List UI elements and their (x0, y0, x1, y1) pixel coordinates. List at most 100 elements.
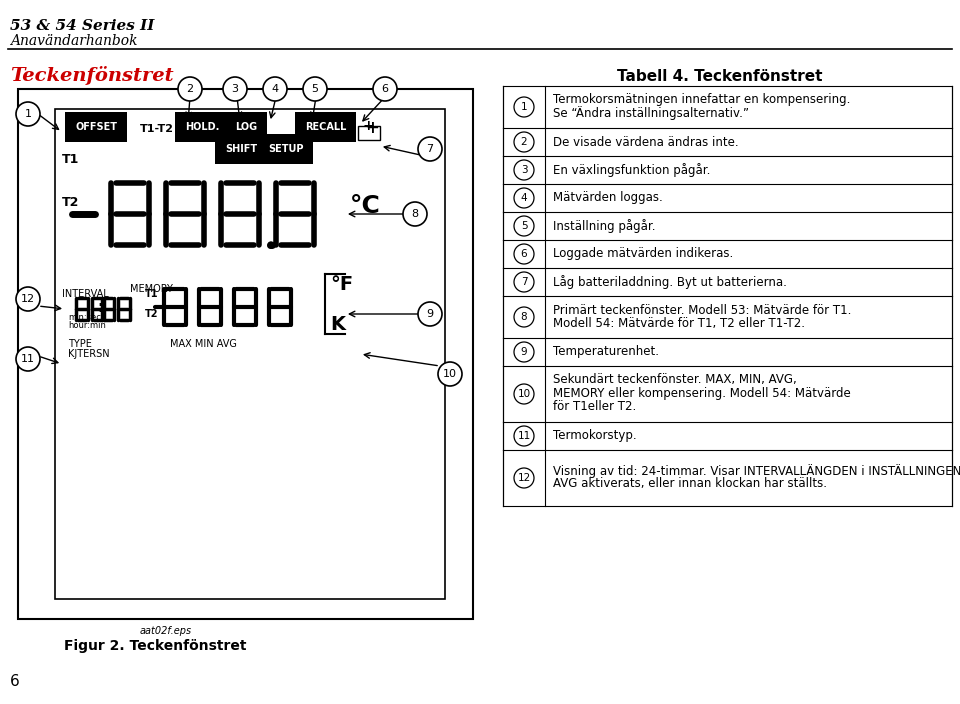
Text: 8: 8 (520, 312, 527, 322)
Text: 3: 3 (520, 165, 527, 175)
Text: 4: 4 (272, 84, 278, 94)
Text: 7: 7 (520, 277, 527, 287)
Circle shape (514, 468, 534, 488)
Text: De visade värdena ändras inte.: De visade värdena ändras inte. (553, 135, 738, 149)
Circle shape (514, 244, 534, 264)
Circle shape (403, 202, 427, 226)
Text: 6: 6 (381, 84, 389, 94)
Text: OFFSET: OFFSET (75, 122, 117, 132)
Text: hour:min: hour:min (68, 321, 106, 330)
Text: 5: 5 (520, 221, 527, 231)
Circle shape (268, 242, 274, 248)
FancyBboxPatch shape (358, 126, 380, 140)
Circle shape (514, 342, 534, 362)
Text: min:sec: min:sec (68, 313, 101, 322)
Text: T2: T2 (145, 309, 158, 319)
Text: 12: 12 (517, 473, 531, 483)
Text: Låg batteriladdning. Byt ut batterierna.: Låg batteriladdning. Byt ut batterierna. (553, 275, 787, 289)
Text: Teckenfönstret: Teckenfönstret (10, 66, 174, 85)
Text: 12: 12 (21, 294, 36, 304)
Text: 6: 6 (10, 674, 20, 689)
Text: 1: 1 (25, 109, 32, 119)
Text: Inställning pågår.: Inställning pågår. (553, 219, 656, 233)
Text: +: + (365, 119, 379, 137)
Text: Mätvärden loggas.: Mätvärden loggas. (553, 191, 662, 204)
Text: HOLD.: HOLD. (185, 122, 220, 132)
Text: OFFSET: OFFSET (75, 122, 117, 132)
Text: aat02f.eps: aat02f.eps (140, 626, 192, 636)
Text: 4: 4 (520, 193, 527, 203)
Text: 9: 9 (426, 309, 434, 319)
Text: MAX MIN AVG: MAX MIN AVG (170, 339, 237, 349)
Text: MEMORY eller kompensering. Modell 54: Mätvärde: MEMORY eller kompensering. Modell 54: Mä… (553, 386, 851, 399)
Circle shape (514, 272, 534, 292)
Text: MEMORY: MEMORY (130, 284, 173, 294)
Text: Loggade mätvärden indikeras.: Loggade mätvärden indikeras. (553, 248, 733, 260)
Text: 10: 10 (517, 389, 531, 399)
Text: :: : (95, 298, 105, 316)
Text: 5: 5 (311, 84, 319, 94)
Text: °C: °C (350, 194, 381, 218)
Circle shape (514, 384, 534, 404)
Text: Anavändarhanbok: Anavändarhanbok (10, 34, 137, 48)
Circle shape (223, 77, 247, 101)
Circle shape (178, 77, 202, 101)
Text: Termokorsmätningen innefattar en kompensering.: Termokorsmätningen innefattar en kompens… (553, 94, 851, 106)
Text: 2: 2 (520, 137, 527, 147)
Text: 1: 1 (520, 102, 527, 112)
Text: +: + (362, 119, 373, 133)
Text: 3: 3 (231, 84, 238, 94)
Circle shape (514, 307, 534, 327)
Text: 6: 6 (520, 249, 527, 259)
Text: Primärt teckenfönster. Modell 53: Mätvärde för T1.: Primärt teckenfönster. Modell 53: Mätvär… (553, 303, 852, 317)
Text: T1-T2: T1-T2 (140, 124, 174, 134)
Text: 53 & 54 Series II: 53 & 54 Series II (10, 19, 155, 33)
Circle shape (16, 347, 40, 371)
Text: Modell 54: Mätvärde för T1, T2 eller T1-T2.: Modell 54: Mätvärde för T1, T2 eller T1-… (553, 317, 805, 329)
Circle shape (514, 188, 534, 208)
Text: för T1eller T2.: för T1eller T2. (553, 399, 636, 413)
Text: Tabell 4. Teckenfönstret: Tabell 4. Teckenfönstret (617, 69, 823, 84)
Circle shape (514, 160, 534, 180)
Text: Sekundärt teckenfönster. MAX, MIN, AVG,: Sekundärt teckenfönster. MAX, MIN, AVG, (553, 374, 797, 386)
Text: LOG: LOG (235, 122, 257, 132)
Text: 11: 11 (21, 354, 35, 364)
Text: Termokorstyp.: Termokorstyp. (553, 429, 636, 443)
Text: °F: °F (330, 275, 353, 294)
Text: Figur 2. Teckenfönstret: Figur 2. Teckenfönstret (63, 639, 247, 653)
Text: TYPE: TYPE (68, 339, 92, 349)
Text: 2: 2 (186, 84, 194, 94)
Text: T2: T2 (62, 196, 80, 209)
Text: SHIFT: SHIFT (225, 144, 257, 154)
FancyBboxPatch shape (55, 109, 445, 599)
Text: 11: 11 (517, 431, 531, 441)
Text: RECALL: RECALL (305, 122, 347, 132)
Circle shape (16, 287, 40, 311)
Circle shape (418, 302, 442, 326)
Text: K: K (330, 315, 345, 334)
Text: T1: T1 (145, 289, 158, 299)
Text: 9: 9 (520, 347, 527, 357)
Text: INTERVAL: INTERVAL (62, 289, 108, 299)
Text: 8: 8 (412, 209, 419, 219)
Text: KJTERSN: KJTERSN (68, 349, 109, 359)
Text: SETUP: SETUP (268, 144, 303, 154)
Text: OFFSET: OFFSET (75, 122, 117, 132)
Circle shape (514, 132, 534, 152)
Text: En växlingsfunktion pågår.: En växlingsfunktion pågår. (553, 163, 710, 177)
Text: AVG aktiverats, eller innan klockan har ställts.: AVG aktiverats, eller innan klockan har … (553, 477, 827, 491)
FancyBboxPatch shape (18, 89, 473, 619)
Text: T1: T1 (62, 153, 80, 166)
Text: Temperaturenhet.: Temperaturenhet. (553, 346, 659, 358)
Text: Visning av tid: 24-timmar. Visar INTERVALLÄNGDEN i INSTÄLLNINGEN. Visar upplupen: Visning av tid: 24-timmar. Visar INTERVA… (553, 464, 960, 478)
Circle shape (514, 216, 534, 236)
Circle shape (373, 77, 397, 101)
Circle shape (16, 102, 40, 126)
Circle shape (303, 77, 327, 101)
Text: 7: 7 (426, 144, 434, 154)
Text: 10: 10 (443, 369, 457, 379)
Circle shape (514, 97, 534, 117)
Text: Se “Ändra inställningsalternativ.”: Se “Ändra inställningsalternativ.” (553, 106, 749, 120)
Circle shape (263, 77, 287, 101)
Circle shape (418, 137, 442, 161)
